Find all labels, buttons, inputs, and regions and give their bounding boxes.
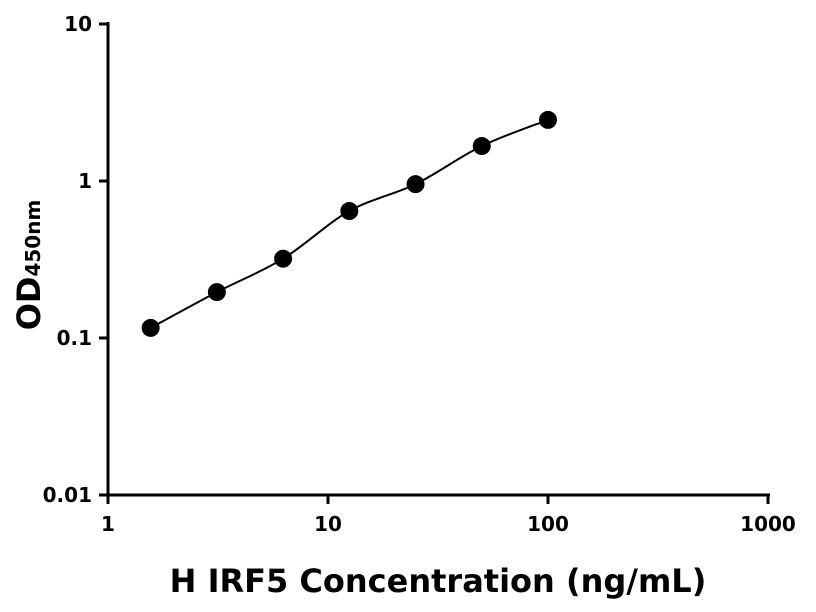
x-tick-label: 1: [101, 512, 115, 536]
y-axis-title: OD450nm: [10, 200, 48, 331]
y-axis-title-main: OD: [10, 277, 48, 331]
data-point: [207, 283, 226, 302]
y-tick-label: 0.1: [57, 326, 92, 350]
x-tick-label: 100: [527, 512, 569, 536]
data-point: [539, 110, 557, 129]
y-tick-label: 10: [64, 12, 92, 36]
data-point: [141, 318, 160, 337]
x-tick-label: 10: [314, 512, 342, 536]
x-tick-label: 1000: [740, 512, 796, 536]
x-axis-title: H IRF5 Concentration (ng/mL): [170, 562, 707, 600]
data-point: [340, 202, 359, 221]
data-point: [274, 249, 293, 268]
data-point: [472, 137, 491, 156]
data-point: [406, 175, 425, 194]
y-axis-title-sub: 450nm: [21, 200, 45, 277]
y-tick-label: 0.01: [43, 483, 92, 507]
y-tick-label: 1: [78, 169, 92, 193]
